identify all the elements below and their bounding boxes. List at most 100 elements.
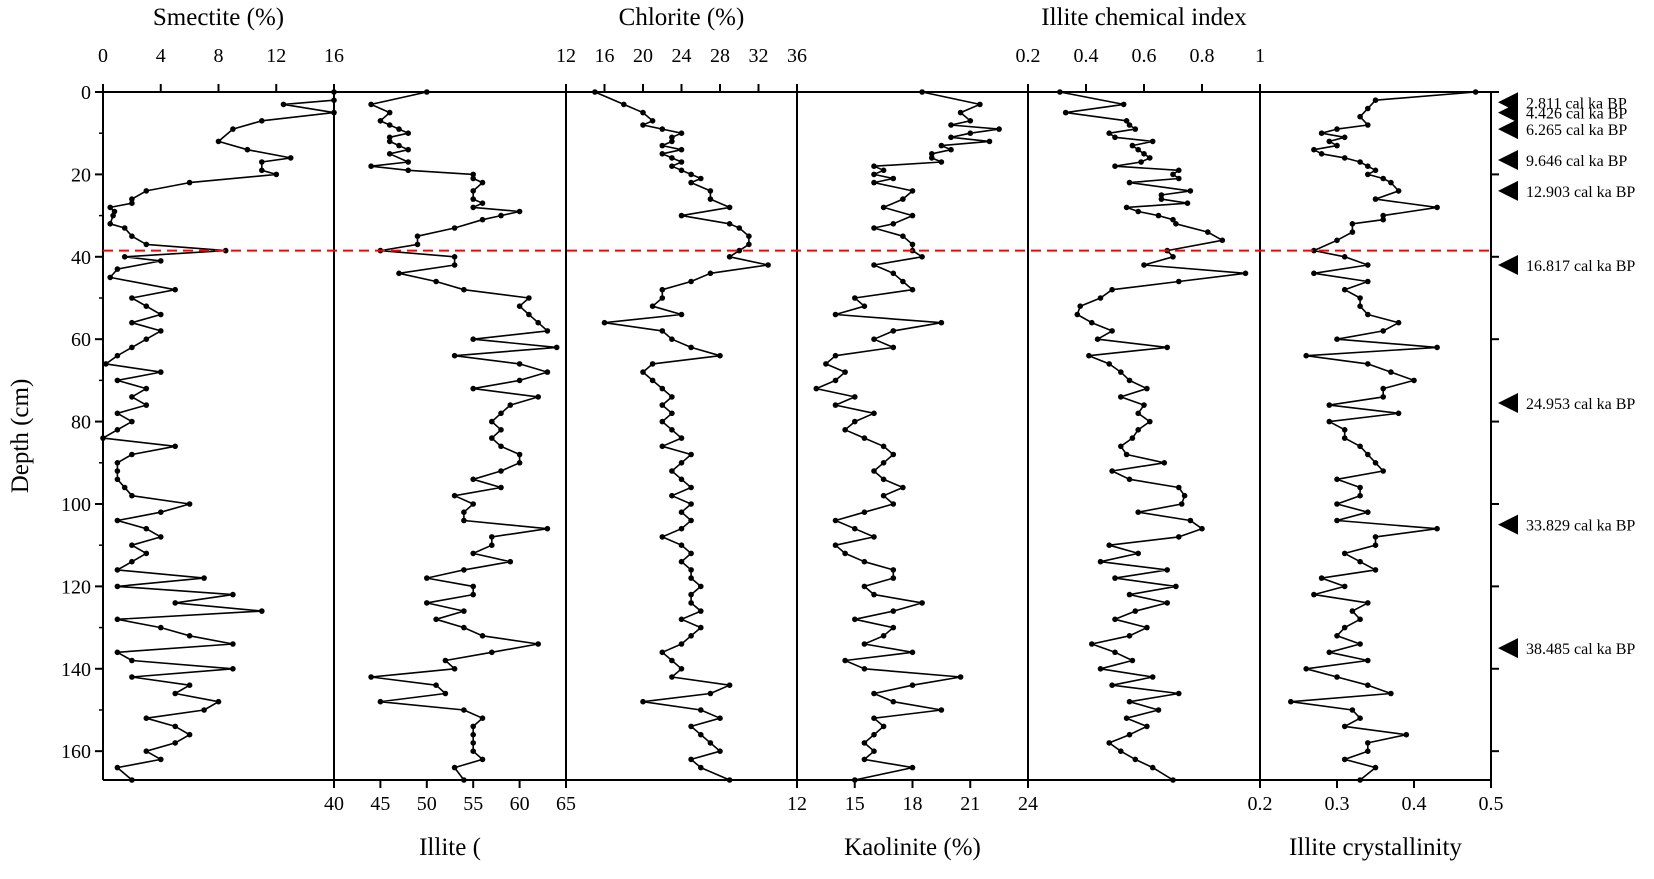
illite-point xyxy=(377,698,384,705)
illite_chemical_index-point xyxy=(1164,600,1170,606)
chlorite-point xyxy=(649,303,656,310)
illite-point xyxy=(396,142,402,149)
illite_chemical_index-point xyxy=(1176,690,1182,697)
kaolinite-point xyxy=(890,608,897,614)
illite_crystallinity-point xyxy=(1388,179,1394,186)
smectite-point xyxy=(143,402,150,408)
smectite-point xyxy=(230,641,236,647)
illite-point xyxy=(396,126,402,132)
illite_crystallinity-point xyxy=(1334,126,1340,132)
illite_crystallinity-axis-title: Illite crystallinity xyxy=(1289,834,1462,861)
kaolinite-point xyxy=(957,674,964,680)
smectite-tick-label: 16 xyxy=(324,45,344,67)
illite_crystallinity-point xyxy=(1341,427,1348,433)
kaolinite-point xyxy=(880,167,887,174)
smectite-point xyxy=(230,666,236,672)
chlorite-point xyxy=(688,179,694,186)
illite_chemical_index-series xyxy=(1057,89,1249,783)
kaolinite-point xyxy=(890,328,897,334)
illite_crystallinity-point xyxy=(1395,188,1402,194)
illite_crystallinity-tick-label: 0.3 xyxy=(1325,793,1350,815)
kaolinite-point xyxy=(919,253,925,260)
kaolinite-point xyxy=(900,484,906,491)
illite-point xyxy=(424,600,430,606)
illite_crystallinity-point xyxy=(1380,328,1386,334)
illite-point xyxy=(405,146,412,153)
kaolinite-point xyxy=(861,756,868,763)
depth-tick-label: 100 xyxy=(61,494,91,516)
illite_chemical_index-point xyxy=(1242,270,1249,277)
illite_chemical_index-point xyxy=(1118,748,1124,754)
chlorite-tick-label: 20 xyxy=(633,45,653,67)
illite_chemical_index-point xyxy=(1176,175,1182,182)
illite_chemical_index-point xyxy=(1129,142,1136,149)
chlorite-point xyxy=(688,451,694,458)
kaolinite-point xyxy=(890,451,897,458)
illite-point xyxy=(414,241,421,248)
chlorite-point xyxy=(621,101,627,108)
kaolinite-point xyxy=(852,418,858,425)
chlorite-point xyxy=(678,311,685,318)
illite_chemical_index-point xyxy=(1123,204,1130,211)
illite_crystallinity-point xyxy=(1341,756,1348,763)
kaolinite-point xyxy=(852,525,858,532)
illite_crystallinity-point xyxy=(1357,715,1363,721)
smectite-point xyxy=(129,777,135,783)
illite_crystallinity-point xyxy=(1311,270,1317,277)
chlorite-point xyxy=(640,109,646,116)
illite_crystallinity-point xyxy=(1372,534,1379,540)
illite-point xyxy=(405,159,412,165)
illite_crystallinity-point xyxy=(1372,764,1379,771)
smectite-point xyxy=(129,451,135,458)
illite_chemical_index-point xyxy=(1184,200,1191,206)
illite-point xyxy=(544,328,551,334)
smectite-point xyxy=(230,591,236,598)
illite_chemical_index-point xyxy=(1164,567,1170,573)
illite-point xyxy=(489,534,495,540)
chlorite-point xyxy=(698,624,704,631)
kaolinite-point xyxy=(861,583,868,590)
kaolinite-point xyxy=(871,715,877,721)
illite-point xyxy=(516,451,523,458)
smectite-point xyxy=(222,247,229,254)
chlorite-point xyxy=(659,385,666,392)
kaolinite-point xyxy=(871,534,877,540)
smectite-point xyxy=(129,200,135,206)
smectite-tick-label: 4 xyxy=(156,45,166,67)
illite-point xyxy=(451,666,458,672)
illite_crystallinity-point xyxy=(1357,641,1363,647)
smectite-line xyxy=(102,92,335,781)
illite_crystallinity-tick-label: 0.5 xyxy=(1479,793,1504,815)
illite_chemical_index-point xyxy=(1149,674,1156,680)
kaolinite-point xyxy=(880,204,887,211)
illite_chemical_index-point xyxy=(1135,509,1141,515)
illite-point xyxy=(386,138,393,145)
illite_crystallinity-point xyxy=(1311,591,1317,598)
illite_chemical_index-point xyxy=(1141,402,1147,408)
chlorite-axis-title: Chlorite (%) xyxy=(619,4,745,31)
smectite-point xyxy=(143,748,150,754)
illite_crystallinity-point xyxy=(1365,682,1371,688)
illite_chemical_index-point xyxy=(1181,492,1188,499)
smectite-point xyxy=(110,212,116,219)
kaolinite-point xyxy=(861,509,868,515)
chlorite-point xyxy=(669,468,675,474)
kaolinite-point xyxy=(890,221,897,227)
illite-point xyxy=(470,476,477,483)
chlorite-point xyxy=(669,163,675,169)
smectite-point xyxy=(201,707,207,713)
chlorite-point xyxy=(678,460,685,466)
illite_crystallinity-tick-label: 0.4 xyxy=(1402,793,1427,815)
kaolinite-point xyxy=(909,764,916,771)
smectite-point xyxy=(114,468,121,474)
chlorite-point xyxy=(669,657,675,664)
illite_chemical_index-point xyxy=(1158,196,1165,202)
chlorite-point xyxy=(678,159,685,165)
kaolinite-point xyxy=(871,179,877,186)
illite-point xyxy=(470,204,477,211)
smectite-point xyxy=(244,146,251,153)
illite_crystallinity-point xyxy=(1326,418,1333,425)
smectite-point xyxy=(114,616,121,623)
illite_crystallinity-point xyxy=(1357,443,1363,450)
illite-point xyxy=(442,657,449,664)
